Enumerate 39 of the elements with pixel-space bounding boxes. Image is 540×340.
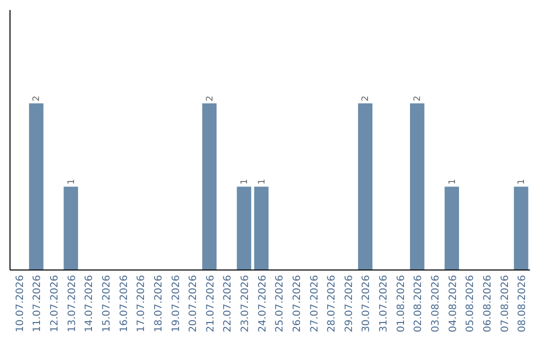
x-tick-label: 24.07.2026 xyxy=(257,275,268,332)
data-label: 1 xyxy=(517,178,528,185)
x-tick-label: 12.07.2026 xyxy=(50,275,61,332)
x-tick-label: 27.07.2026 xyxy=(309,275,320,332)
x-tick-label: 26.07.2026 xyxy=(292,275,303,332)
x-tick-label: 16.07.2026 xyxy=(118,275,130,332)
x-tick-label: 28.07.2026 xyxy=(326,275,338,332)
data-label: 2 xyxy=(32,96,42,102)
data-label: 2 xyxy=(205,96,216,102)
data-label: 1 xyxy=(448,178,458,185)
x-tick-label: 08.08.2026 xyxy=(517,275,528,332)
x-tick-label: 25.07.2026 xyxy=(274,275,286,332)
data-label: 1 xyxy=(240,178,250,185)
data-label: 2 xyxy=(413,96,424,102)
x-tick-label: 14.07.2026 xyxy=(84,275,96,332)
x-tick-label: 20.07.2026 xyxy=(188,275,200,332)
x-tick-label: 15.07.2026 xyxy=(102,275,112,332)
x-tick-label: 23.07.2026 xyxy=(240,275,252,332)
x-tick-label: 21.07.2026 xyxy=(205,275,216,332)
data-label: 1 xyxy=(66,178,77,185)
x-tick-label: 03.08.2026 xyxy=(430,275,442,332)
x-tick-label: 31.07.2026 xyxy=(378,275,390,332)
x-tick-label: 04.08.2026 xyxy=(448,275,459,332)
x-tick-label: 11.07.2026 xyxy=(32,275,44,332)
x-tick-label: 01.08.2026 xyxy=(396,275,407,332)
x-tick-label: 06.08.2026 xyxy=(482,275,494,332)
x-tick-label: 18.07.2026 xyxy=(153,275,164,332)
x-tick-label: 07.08.2026 xyxy=(500,275,511,332)
data-label: 1 xyxy=(257,178,268,185)
x-tick-label: 17.07.2026 xyxy=(136,275,148,332)
x-tick-label: 10.07.2026 xyxy=(14,275,26,332)
x-tick-label: 29.07.2026 xyxy=(344,275,355,332)
x-tick-label: 22.07.2026 xyxy=(222,275,234,332)
x-tick-label: 19.07.2026 xyxy=(170,275,182,332)
x-tick-label: 02.08.2026 xyxy=(413,275,424,332)
x-tick-label: 13.07.2026 xyxy=(66,275,78,332)
x-tick-label: 30.07.2026 xyxy=(361,275,372,332)
data-label: 2 xyxy=(361,96,372,102)
x-tick-label: 05.08.2026 xyxy=(465,275,476,332)
